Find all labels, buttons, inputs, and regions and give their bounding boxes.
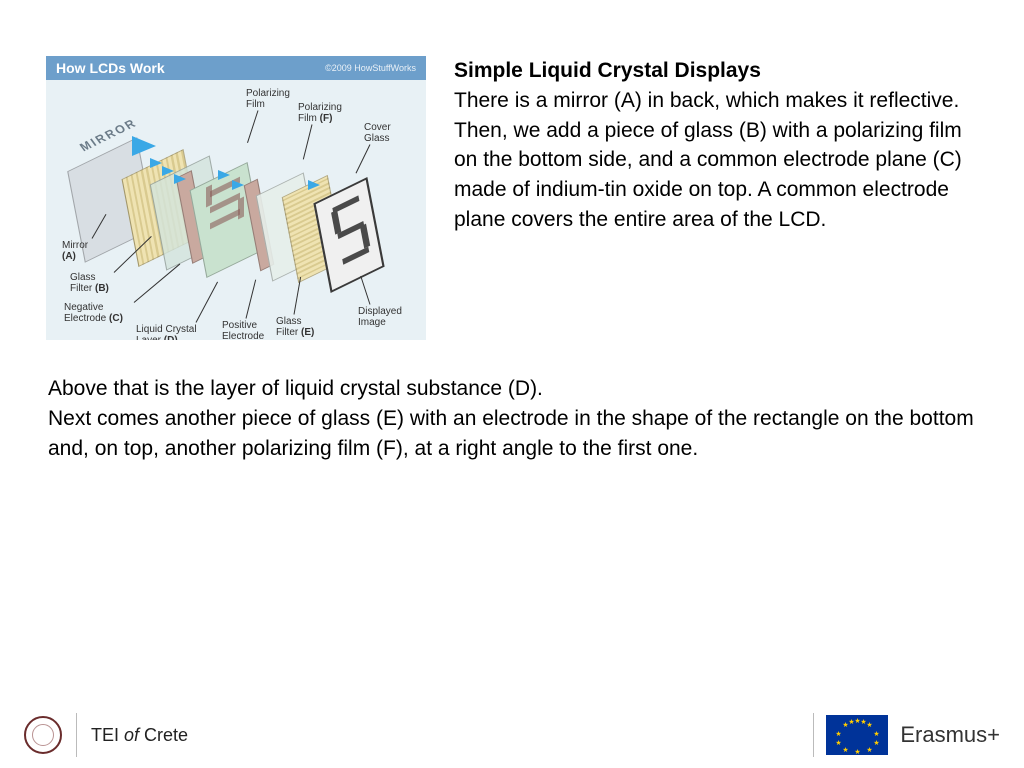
diagram-copyright: ©2009 HowStuffWorks (325, 63, 416, 73)
label-cover: CoverGlass (364, 122, 391, 144)
lower-text: Above that is the layer of liquid crysta… (46, 374, 978, 463)
diagram-title: How LCDs Work (56, 60, 165, 76)
top-text: Simple Liquid Crystal Displays There is … (454, 56, 978, 340)
para-3: Above that is the layer of liquid crysta… (48, 377, 543, 400)
title: Simple Liquid Crystal Displays (454, 59, 761, 82)
label-lc-d: Liquid CrystalLayer (D) (136, 324, 197, 340)
para-4: Next comes another piece of glass (E) wi… (48, 407, 974, 460)
label-glass-b: GlassFilter (B) (70, 272, 109, 294)
erasmus-text: Erasmus+ (900, 722, 1000, 748)
para-2: Then, we add a piece of glass (B) with a… (454, 119, 962, 231)
para-1: There is a mirror (A) in back, which mak… (454, 89, 959, 112)
label-neg-c: NegativeElectrode (C) (64, 302, 123, 324)
label-polfilm-f: PolarizingFilm (F) (298, 102, 342, 124)
tei-logo-icon (24, 716, 62, 754)
label-displayed: DisplayedImage (358, 306, 402, 328)
label-glass-e: GlassFilter (E) (276, 316, 314, 338)
divider (813, 713, 814, 757)
tei-text: TEI of Crete (91, 725, 188, 746)
lcd-diagram: How LCDs Work ©2009 HowStuffWorks MIRROR (46, 56, 426, 340)
divider (76, 713, 77, 757)
label-pos: PositiveElectrode (222, 320, 264, 340)
label-mirror-a: Mirror(A) (62, 240, 88, 262)
diagram-body: MIRROR (46, 80, 426, 340)
footer: TEI of Crete ★ ★ ★ ★ ★ ★ ★ ★ ★ ★ ★ ★ Era… (0, 702, 1024, 768)
diagram-header: How LCDs Work ©2009 HowStuffWorks (46, 56, 426, 80)
label-polfilm: PolarizingFilm (246, 88, 290, 110)
eu-flag-icon: ★ ★ ★ ★ ★ ★ ★ ★ ★ ★ ★ ★ (826, 715, 888, 755)
arrow-icon (132, 136, 156, 156)
